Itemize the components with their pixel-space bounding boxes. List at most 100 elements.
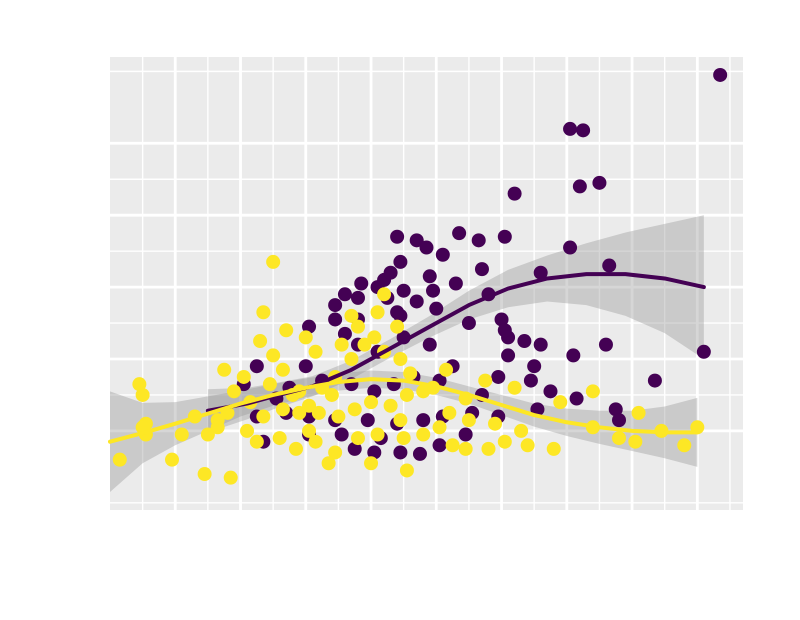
point-s0-68 bbox=[530, 402, 545, 417]
point-s0-27 bbox=[337, 326, 352, 341]
point-s0-16 bbox=[448, 276, 463, 291]
point-s1-26 bbox=[344, 308, 359, 323]
point-s1-91 bbox=[324, 387, 339, 402]
point-s1-15 bbox=[253, 334, 268, 349]
point-s0-87 bbox=[426, 283, 441, 298]
point-s0-40 bbox=[566, 348, 581, 363]
point-s0-8 bbox=[390, 229, 405, 244]
point-s0-5 bbox=[507, 186, 522, 201]
point-s1-7 bbox=[200, 427, 215, 442]
point-s0-3 bbox=[592, 175, 607, 190]
point-s1-71 bbox=[612, 431, 627, 446]
point-s1-17 bbox=[275, 362, 290, 377]
point-s0-38 bbox=[501, 348, 516, 363]
point-s0-14 bbox=[435, 247, 450, 262]
point-s1-42 bbox=[364, 395, 379, 410]
point-s1-62 bbox=[481, 441, 496, 456]
point-s1-28 bbox=[298, 330, 313, 345]
point-s1-93 bbox=[174, 427, 189, 442]
point-s1-59 bbox=[432, 420, 447, 435]
point-s0-72 bbox=[696, 344, 711, 359]
point-s1-60 bbox=[445, 438, 460, 453]
point-s0-70 bbox=[608, 402, 623, 417]
point-s1-52 bbox=[288, 441, 303, 456]
point-s1-16 bbox=[266, 348, 281, 363]
point-s0-78 bbox=[412, 446, 427, 461]
point-s1-83 bbox=[364, 456, 379, 471]
point-s1-31 bbox=[370, 305, 385, 320]
point-s1-51 bbox=[272, 431, 287, 446]
point-s1-43 bbox=[347, 402, 362, 417]
point-s1-30 bbox=[334, 337, 349, 352]
point-s1-87 bbox=[279, 323, 294, 338]
point-s0-1 bbox=[563, 121, 578, 136]
point-s1-35 bbox=[393, 352, 408, 366]
point-s1-18 bbox=[262, 377, 277, 392]
point-s1-65 bbox=[488, 416, 503, 431]
point-s1-63 bbox=[497, 434, 512, 449]
point-s1-27 bbox=[266, 254, 281, 269]
point-s0-89 bbox=[543, 384, 558, 399]
point-s1-3 bbox=[135, 387, 150, 402]
point-s0-84 bbox=[337, 287, 352, 302]
point-s1-55 bbox=[350, 431, 365, 446]
point-s0-71 bbox=[647, 373, 662, 388]
point-s1-29 bbox=[308, 344, 323, 359]
point-s1-80 bbox=[478, 373, 493, 388]
point-s1-49 bbox=[240, 423, 255, 438]
point-s1-56 bbox=[370, 427, 385, 442]
point-s1-24 bbox=[357, 337, 372, 352]
point-s0-25 bbox=[328, 312, 343, 327]
point-s1-61 bbox=[458, 441, 473, 456]
point-s0-50 bbox=[367, 384, 382, 399]
point-s0-0 bbox=[713, 67, 728, 82]
point-s1-92 bbox=[210, 420, 225, 435]
trend-line-1 bbox=[108, 377, 700, 444]
point-s0-44 bbox=[523, 373, 538, 388]
point-s1-23 bbox=[344, 352, 359, 366]
point-s0-22 bbox=[409, 294, 424, 309]
point-s1-0 bbox=[112, 452, 127, 467]
point-s0-76 bbox=[367, 445, 382, 460]
point-s0-88 bbox=[497, 323, 512, 338]
point-s1-8 bbox=[197, 467, 212, 482]
point-s0-20 bbox=[396, 283, 411, 298]
point-s1-53 bbox=[308, 434, 323, 449]
point-s0-26 bbox=[302, 319, 317, 334]
point-s1-78 bbox=[553, 395, 568, 410]
point-s1-44 bbox=[331, 409, 346, 424]
point-s1-38 bbox=[439, 362, 454, 377]
point-s1-67 bbox=[442, 405, 457, 420]
point-s1-68 bbox=[520, 438, 535, 453]
point-s1-40 bbox=[399, 387, 414, 402]
point-s1-75 bbox=[677, 438, 692, 453]
point-s0-9 bbox=[471, 233, 486, 248]
point-s0-31 bbox=[422, 337, 437, 352]
point-s1-69 bbox=[546, 441, 561, 456]
point-s1-77 bbox=[585, 384, 600, 399]
point-s0-23 bbox=[393, 308, 408, 323]
point-s0-93 bbox=[419, 240, 434, 255]
point-s0-80 bbox=[458, 427, 473, 442]
point-s1-73 bbox=[631, 405, 646, 420]
point-s0-13 bbox=[474, 262, 489, 277]
point-s1-41 bbox=[383, 398, 398, 413]
point-s1-36 bbox=[403, 366, 418, 381]
point-s1-46 bbox=[292, 405, 307, 420]
point-s0-94 bbox=[383, 265, 398, 280]
point-s0-77 bbox=[393, 445, 408, 460]
point-s0-75 bbox=[347, 441, 362, 456]
point-s1-25 bbox=[367, 330, 382, 345]
point-s0-92 bbox=[409, 233, 424, 248]
point-s0-73 bbox=[334, 427, 349, 442]
point-s1-20 bbox=[302, 398, 317, 413]
point-s0-62 bbox=[360, 413, 375, 428]
point-s0-42 bbox=[527, 359, 542, 374]
point-s0-32 bbox=[429, 301, 444, 316]
trend-lines bbox=[108, 272, 706, 444]
point-s1-50 bbox=[249, 434, 264, 449]
point-s1-82 bbox=[321, 456, 336, 471]
point-s1-9 bbox=[223, 470, 238, 485]
point-s0-83 bbox=[350, 290, 365, 305]
point-s0-64 bbox=[416, 413, 431, 428]
